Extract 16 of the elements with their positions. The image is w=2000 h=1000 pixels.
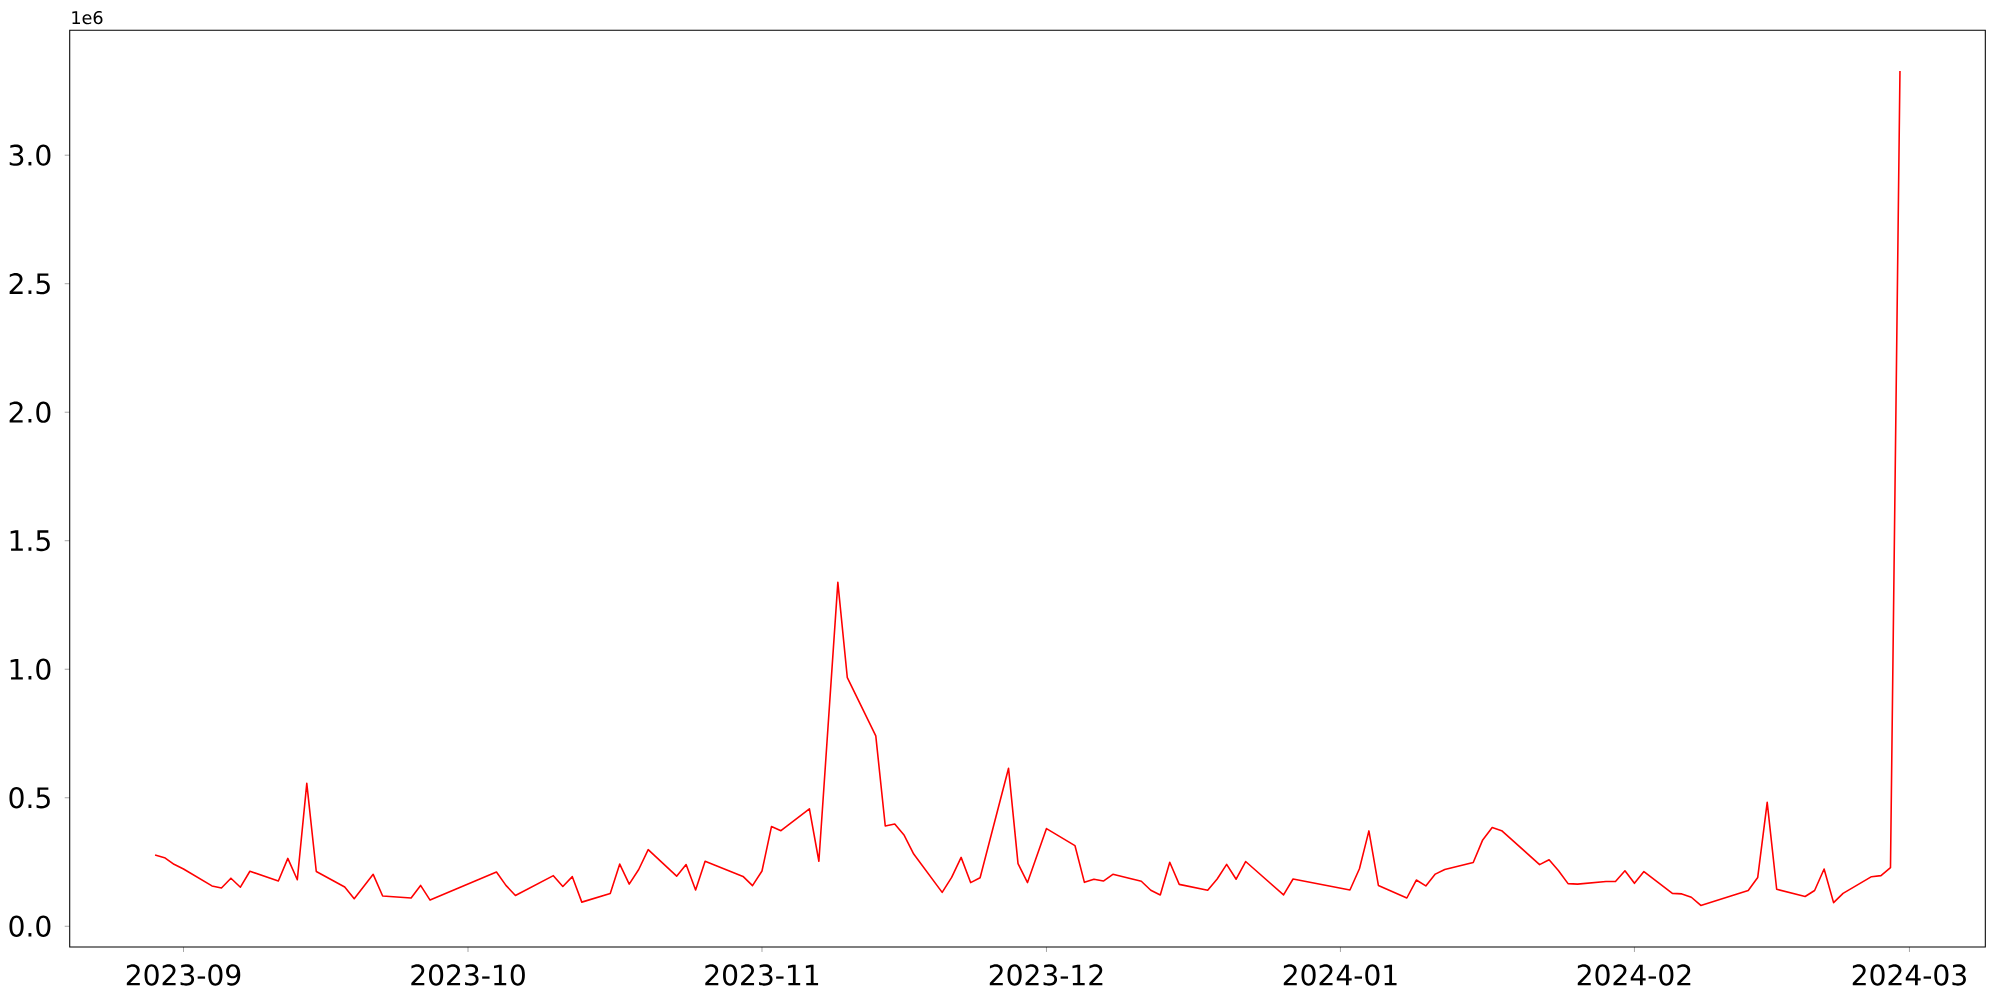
y-tick-label: 2.0	[9, 401, 51, 423]
y-tick-label: 0.5	[9, 787, 50, 809]
x-tick-label: 2023-10	[411, 964, 525, 986]
y-tick-label: 1.5	[10, 530, 50, 552]
line-series	[154, 70, 1901, 907]
x-tick-label: 2023-11	[705, 964, 819, 986]
y-tick-label: 0.0	[9, 915, 51, 937]
x-tick-label: 2023-12	[989, 964, 1103, 986]
text: 1e6	[72, 10, 103, 25]
y-tick-label: 3.0	[9, 144, 51, 166]
x-tick-label: 2024-02	[1577, 964, 1691, 986]
x-tick-label: 2023-09	[126, 964, 241, 986]
y-tick-label: 1.0	[10, 658, 51, 680]
x-tick-label: 2024-03	[1852, 964, 1966, 986]
y-tick-label: 2.5	[9, 273, 50, 295]
x-tick-label: 2024-01	[1283, 964, 1397, 986]
